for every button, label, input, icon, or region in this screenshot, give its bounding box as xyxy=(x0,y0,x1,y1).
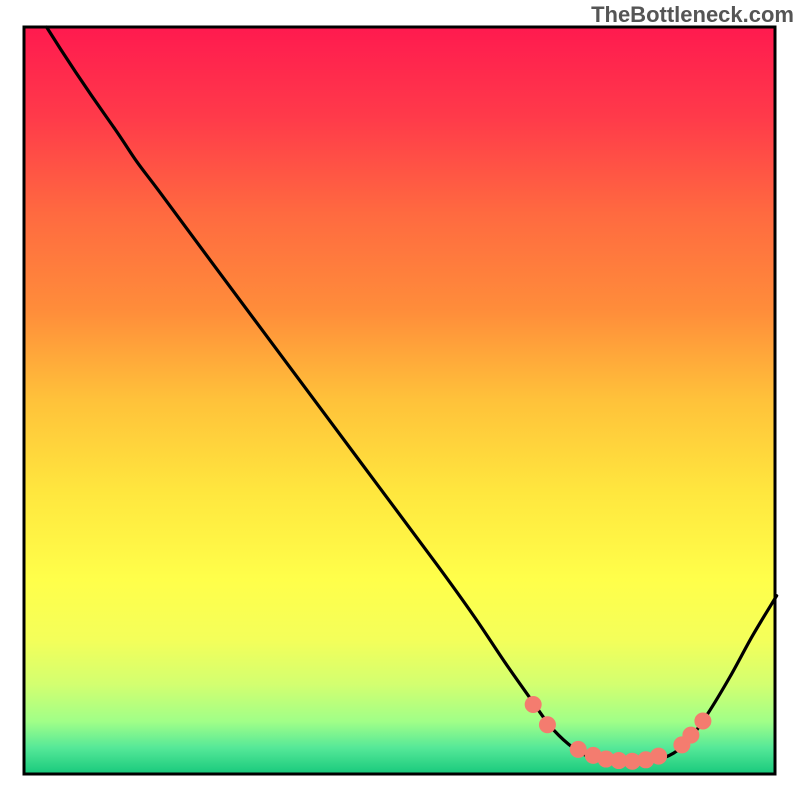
marker-point xyxy=(695,713,711,729)
marker-point xyxy=(651,748,667,764)
plot-background xyxy=(24,27,775,774)
watermark-text: TheBottleneck.com xyxy=(591,2,794,28)
marker-point xyxy=(539,717,555,733)
marker-point xyxy=(570,741,586,757)
marker-point xyxy=(683,727,699,743)
bottleneck-chart: TheBottleneck.com xyxy=(0,0,800,800)
marker-point xyxy=(525,697,541,713)
chart-svg xyxy=(0,0,800,800)
